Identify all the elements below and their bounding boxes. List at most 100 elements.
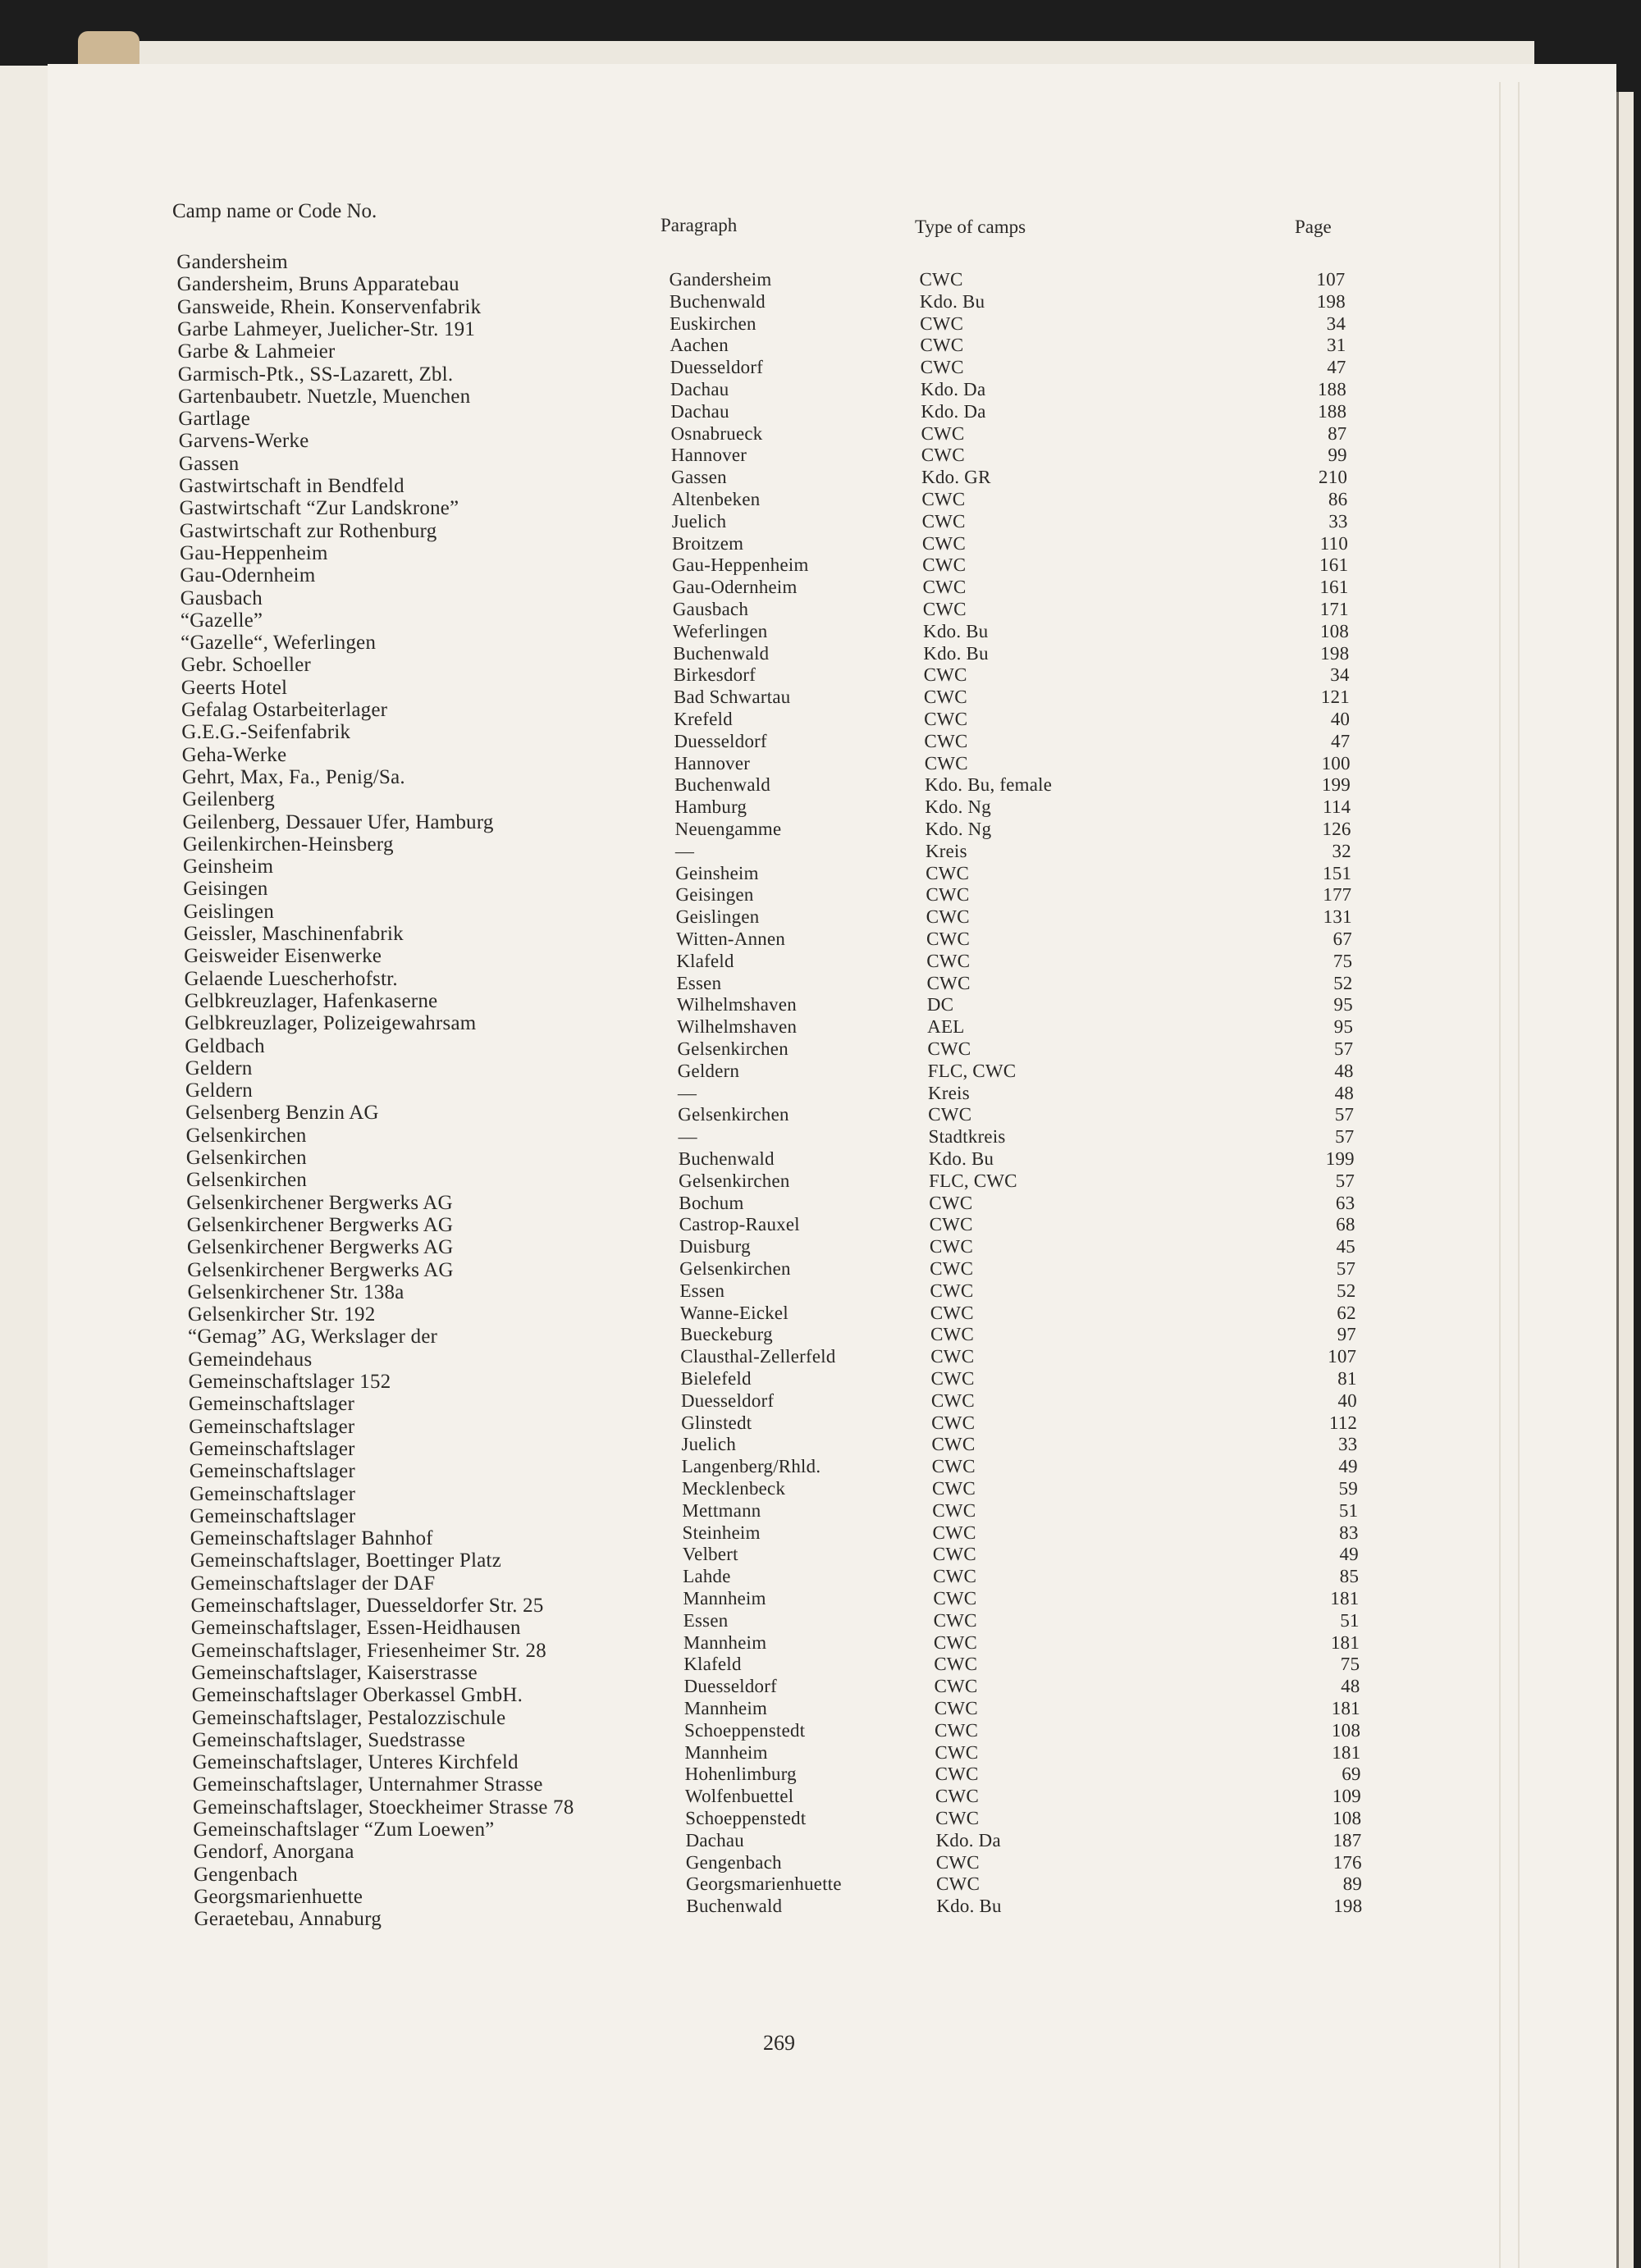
entry-type: CWC [923, 664, 967, 686]
entry-page: 99 [1328, 445, 1347, 466]
camp-name: Gassen [178, 452, 240, 475]
entry-paragraph: Schoeppenstedt [685, 1808, 807, 1828]
camp-name: Georgsmarienhuette [194, 1885, 363, 1908]
camp-name: Gemeinschaftslager, Stoeckheimer Strasse… [192, 1796, 574, 1819]
entry-paragraph: Geislingen [675, 906, 760, 928]
camp-name: “Gazelle“, Weferlingen [181, 632, 377, 655]
entry-page: 188 [1317, 379, 1347, 399]
entry-page: 40 [1337, 1390, 1358, 1411]
entry-type: CWC [934, 1719, 979, 1741]
entry-page: 198 [1316, 290, 1346, 312]
entry-type: Kdo. Bu [923, 642, 989, 664]
entry-paragraph: Duesseldorf [670, 357, 764, 378]
entry-page: 95 [1333, 994, 1353, 1015]
entry-paragraph: Wolfenbuettel [684, 1786, 794, 1807]
entry-page: 161 [1319, 577, 1349, 598]
camp-name: Gemeinschaftslager, Suedstrasse [192, 1728, 466, 1751]
entry-paragraph: Geldern [677, 1060, 740, 1081]
entry-page: 47 [1330, 730, 1351, 751]
camp-name: Gelsenkirchen [185, 1169, 308, 1192]
entry-page: 177 [1323, 884, 1352, 906]
camp-name: Gemeinschaftslager [189, 1482, 356, 1505]
entry-page: 95 [1333, 1016, 1354, 1038]
entry-type: Kdo. Bu [936, 1896, 1002, 1917]
camp-name: Geislingen [183, 900, 275, 923]
entry-paragraph: Wanne-Eickel [679, 1302, 789, 1323]
entry-paragraph: Gelsenkirchen [677, 1038, 789, 1059]
entry-type: CWC [921, 510, 966, 532]
entry-type: CWC [921, 532, 967, 554]
camp-name: Gelbkreuzlager, Polizeigewahrsam [184, 1012, 477, 1035]
entry-paragraph: Witten-Annen [675, 929, 786, 949]
entry-paragraph: Clausthal-Zellerfeld [680, 1346, 836, 1367]
camp-name: Gandersheim, Bruns Apparatebau [176, 273, 459, 296]
entry-paragraph: Duesseldorf [680, 1390, 775, 1411]
camp-name: Garmisch-Ptk., SS-Lazarett, Zbl. [177, 363, 454, 386]
entry-page: 171 [1319, 599, 1349, 619]
entry-type: Kdo. GR [921, 467, 991, 488]
camp-name: Gemeinschaftslager [188, 1393, 355, 1416]
entry-paragraph: Gelsenkirchen [678, 1104, 789, 1125]
entry-page: 52 [1333, 972, 1353, 993]
camp-name: Gemeinschaftslager, Friesenheimer Str. 2… [190, 1639, 546, 1662]
entry-paragraph: — [678, 1126, 697, 1148]
entry-type: CWC [920, 335, 964, 356]
camp-name: Gau-Odernheim [180, 564, 316, 587]
entry-type: CWC [931, 1456, 976, 1477]
entry-type: Kdo. Ng [925, 796, 992, 818]
camp-name: Gemeinschaftslager [190, 1504, 356, 1527]
entry-page: 110 [1319, 532, 1349, 554]
camp-name: Gelaende Luescherhofstr. [184, 967, 398, 990]
entry-page: 198 [1320, 642, 1350, 664]
entry-page: 131 [1323, 906, 1352, 928]
entry-type: CWC [930, 1302, 974, 1323]
camp-name: Gelsenkirchener Bergwerks AG [187, 1258, 454, 1281]
entry-paragraph: Gelsenkirchen [678, 1170, 790, 1191]
entry-type: Kdo. Bu [919, 290, 985, 312]
entry-type: Kdo. Bu [928, 1148, 994, 1169]
camp-name: Gemeinschaftslager [189, 1437, 355, 1460]
page-number: 269 [763, 2031, 795, 2055]
entry-page: 181 [1332, 1741, 1361, 1763]
camp-name: Gendorf, Anorgana [193, 1841, 354, 1864]
entry-paragraph: Mannheim [683, 1588, 766, 1609]
entry-type: CWC [933, 1588, 977, 1609]
entry-paragraph: Dachau [670, 400, 729, 422]
entry-paragraph: Essen [676, 972, 722, 993]
entry-paragraph: Buchenwald [669, 290, 766, 312]
entry-type: CWC [926, 950, 971, 971]
entry-paragraph: Georgsmarienhuette [685, 1873, 842, 1895]
entry-paragraph: Geinsheim [675, 862, 759, 883]
entry-page: 126 [1322, 819, 1351, 839]
entry-page: 49 [1339, 1544, 1359, 1565]
entry-paragraph: Juelich [671, 510, 727, 532]
entry-page: 81 [1337, 1368, 1357, 1389]
entry-type: CWC [935, 1741, 979, 1763]
entry-page: 34 [1330, 664, 1350, 686]
camp-name: Gelbkreuzlager, Hafenkaserne [184, 989, 438, 1012]
camp-name: “Gemag” AG, Werkslager der [187, 1326, 438, 1348]
camp-name: Gelsenkirchener Bergwerks AG [186, 1191, 453, 1214]
entry-paragraph: Bielefeld [680, 1368, 752, 1389]
next-page-edge [1616, 92, 1634, 2268]
camp-name: Gelsenkirchener Bergwerks AG [186, 1236, 454, 1259]
entry-paragraph: Klafeld [683, 1654, 742, 1675]
entry-paragraph: Wilhelmshaven [676, 1016, 798, 1038]
entry-paragraph: Duesseldorf [674, 730, 767, 751]
camp-name: Geraetebau, Annaburg [194, 1908, 382, 1931]
entry-paragraph: Essen [683, 1609, 729, 1631]
entry-paragraph: Broitzem [671, 532, 744, 554]
entry-page: 198 [1333, 1896, 1363, 1917]
entry-paragraph: Mannheim [683, 1698, 768, 1718]
entry-type: CWC [926, 929, 971, 949]
page-edge-line [1518, 82, 1520, 2268]
entry-page: 85 [1339, 1566, 1360, 1587]
entry-page: 181 [1330, 1588, 1360, 1609]
entry-page: 181 [1330, 1631, 1360, 1653]
camp-name: Geldbach [185, 1034, 265, 1057]
entry-page: 89 [1342, 1873, 1363, 1895]
camp-name: Gemeinschaftslager, Boettinger Platz [190, 1549, 502, 1572]
camp-name: Gelsenkirchener Bergwerks AG [186, 1213, 454, 1236]
camp-name: Garbe & Lahmeier [177, 340, 336, 363]
entry-paragraph: Aachen [670, 335, 729, 356]
